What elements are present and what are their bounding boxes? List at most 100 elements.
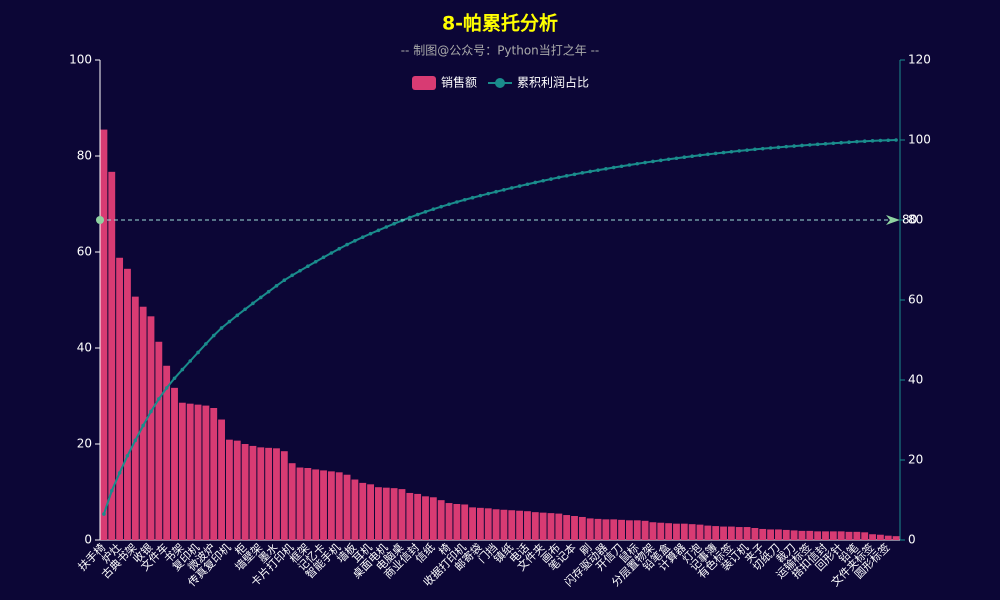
line-point	[462, 197, 467, 202]
bar	[531, 512, 539, 540]
line-point	[674, 156, 679, 161]
line-point	[204, 342, 208, 346]
bar	[539, 512, 547, 540]
bar	[296, 467, 304, 540]
bar	[124, 268, 131, 540]
line-point	[886, 138, 891, 143]
line-point	[478, 193, 483, 198]
bar	[171, 387, 178, 540]
bar	[186, 403, 194, 540]
line-point	[376, 228, 381, 233]
y-tick-label: 60	[77, 245, 92, 259]
mark-line-arrow	[886, 215, 900, 225]
line-point	[109, 488, 114, 493]
line-point	[329, 251, 334, 255]
bar	[429, 497, 437, 540]
legend-marker	[495, 78, 505, 88]
bar	[845, 531, 853, 540]
bar	[665, 523, 673, 540]
line-point	[353, 239, 357, 243]
bar	[108, 171, 116, 540]
y2-tick-label: 0	[908, 533, 916, 547]
line-point	[360, 235, 365, 239]
line-point	[235, 313, 240, 318]
line-point	[870, 139, 875, 143]
bar	[476, 507, 484, 540]
bar	[163, 365, 171, 540]
line-point	[258, 295, 263, 300]
bar	[727, 526, 735, 540]
bar	[453, 504, 461, 540]
bar	[320, 470, 327, 540]
bar	[382, 487, 390, 540]
line-point	[784, 144, 789, 149]
line-point	[831, 141, 836, 146]
line-point	[753, 147, 757, 152]
bar	[445, 503, 453, 540]
bar	[194, 404, 202, 540]
bar	[782, 529, 790, 540]
line-point	[455, 200, 459, 204]
line-point	[690, 154, 694, 158]
y-tick-label: 80	[77, 149, 92, 163]
bar	[767, 529, 775, 540]
bar	[618, 519, 625, 540]
bar	[649, 522, 657, 540]
bar	[853, 531, 861, 540]
line-point	[808, 143, 812, 147]
bar	[735, 527, 743, 540]
line-point	[384, 225, 389, 229]
bar	[610, 519, 618, 540]
y2-tick-label: 100	[908, 133, 931, 147]
bar	[720, 526, 727, 540]
mark-line-label: 80	[902, 213, 917, 227]
bar	[594, 518, 602, 540]
line-point	[611, 165, 616, 170]
y2-tick-label: 20	[908, 453, 923, 467]
legend-swatch	[412, 76, 436, 90]
mark-line-start	[96, 216, 104, 224]
line-point	[180, 367, 185, 372]
bar	[241, 444, 249, 540]
bar	[414, 493, 422, 540]
bar	[563, 515, 571, 540]
line-point	[580, 171, 585, 175]
line-point	[502, 188, 506, 192]
bar	[696, 524, 704, 540]
line-point	[266, 289, 271, 294]
bar	[586, 518, 594, 540]
bar	[751, 528, 759, 540]
line-point	[486, 191, 491, 196]
line-point	[400, 218, 404, 223]
line-point	[337, 246, 342, 251]
line-point	[541, 178, 545, 183]
bar	[147, 316, 155, 540]
bar	[280, 451, 288, 540]
bar	[892, 536, 900, 540]
line-point	[219, 326, 224, 330]
y2-tick-label: 40	[908, 373, 923, 387]
line-point	[564, 174, 569, 178]
bar	[688, 524, 696, 540]
line-point	[157, 397, 161, 401]
bar	[524, 511, 531, 540]
line-point	[635, 161, 640, 166]
bar	[680, 523, 688, 540]
legend-label: 销售额	[441, 75, 477, 90]
bar	[759, 528, 767, 540]
bar	[218, 419, 225, 540]
line-point	[313, 259, 318, 264]
bar	[822, 531, 829, 540]
bar	[312, 469, 320, 540]
line-point	[682, 155, 687, 159]
line-point	[298, 268, 302, 273]
bar	[178, 402, 186, 540]
line-point	[713, 151, 718, 156]
line-point	[737, 149, 742, 153]
line-point	[243, 307, 247, 312]
line-point	[345, 242, 349, 247]
bar	[359, 482, 367, 540]
bar	[500, 509, 508, 540]
y-tick-label: 0	[84, 533, 92, 547]
